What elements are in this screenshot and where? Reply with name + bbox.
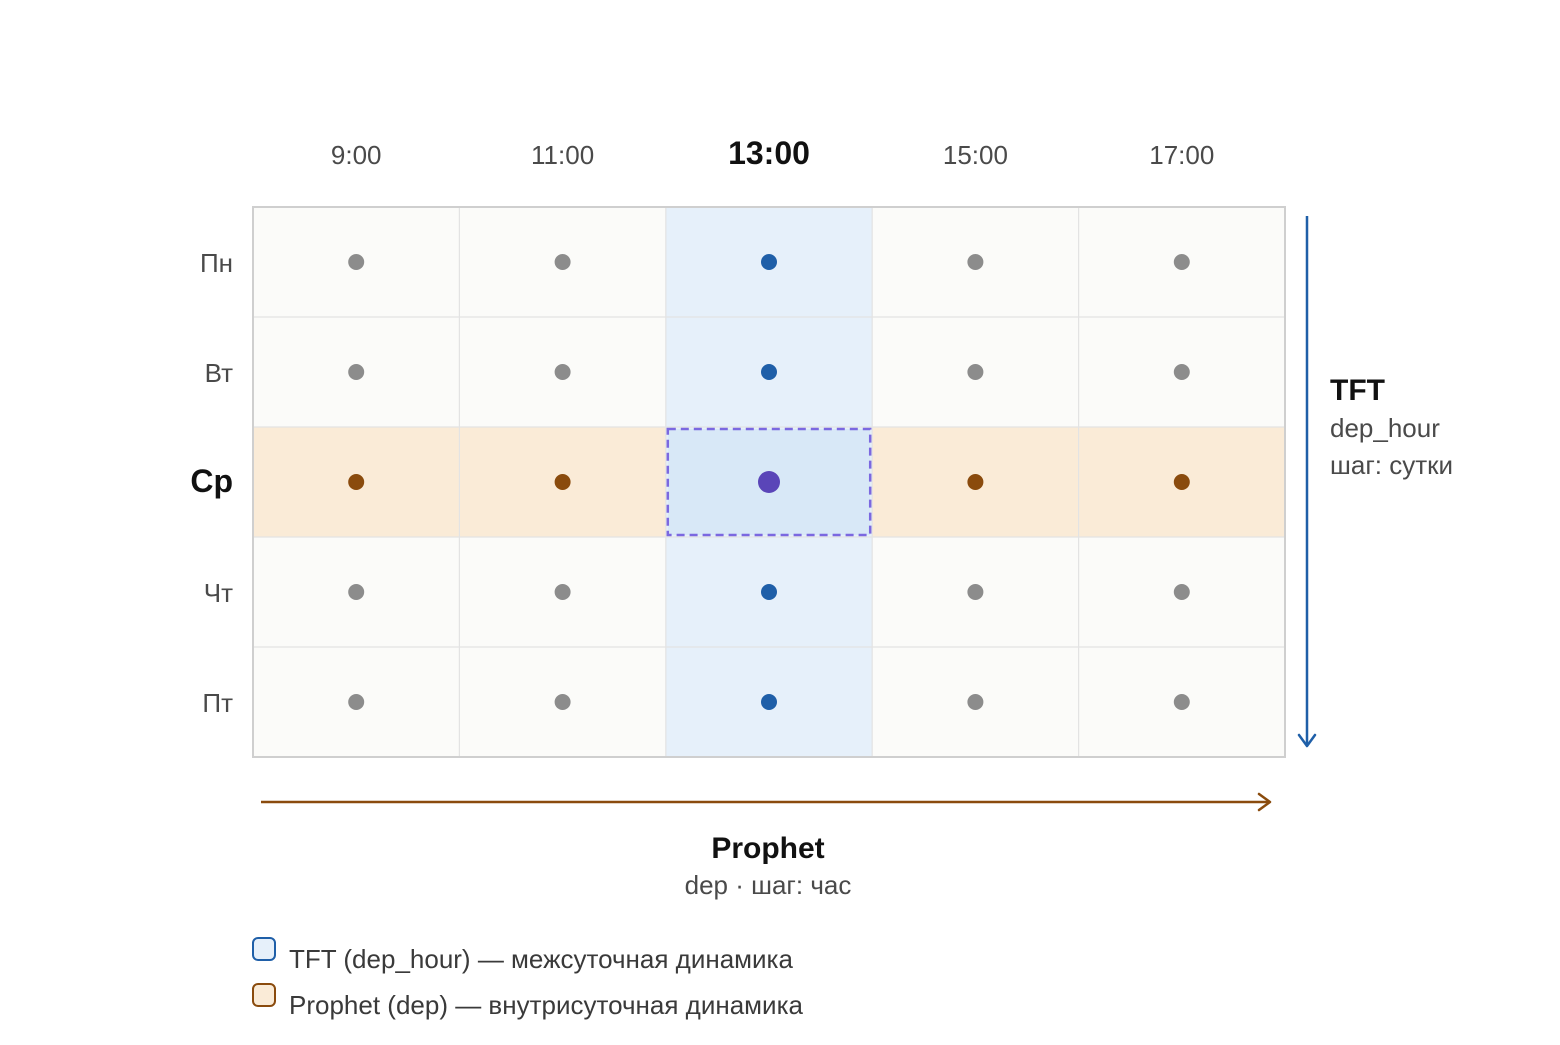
tft-arrow-head bbox=[1297, 733, 1317, 748]
grid-dot bbox=[1173, 694, 1190, 710]
grid-dot bbox=[348, 254, 365, 270]
row-label: Пн bbox=[200, 248, 233, 278]
prophet-title: Prophet bbox=[711, 832, 824, 865]
column-label: 17:00 bbox=[1149, 140, 1214, 170]
grid-dot bbox=[554, 364, 571, 380]
prophet-arrow-head bbox=[1257, 792, 1272, 812]
legend-label-tft: TFT (dep_hour) — межсуточная динамика bbox=[289, 944, 794, 974]
grid-dot bbox=[554, 254, 571, 270]
grid-dot bbox=[348, 364, 365, 380]
row-labels: Пн Вт Ср Чт Пт bbox=[190, 248, 233, 718]
grid-dot bbox=[348, 694, 365, 710]
grid-dot bbox=[1173, 474, 1190, 490]
grid-dot bbox=[967, 694, 984, 710]
grid-dot bbox=[554, 694, 571, 710]
grid-dot bbox=[967, 584, 984, 600]
column-label: 9:00 bbox=[331, 140, 382, 170]
legend-swatch-prophet bbox=[252, 983, 276, 1007]
row-label: Вт bbox=[205, 358, 233, 388]
grid-dot bbox=[758, 471, 780, 493]
grid-dot bbox=[1173, 254, 1190, 270]
grid-dots bbox=[348, 254, 1190, 710]
tft-var: dep_hour bbox=[1330, 413, 1440, 443]
grid-dot bbox=[1173, 584, 1190, 600]
row-label: Пт bbox=[202, 688, 233, 718]
grid-dot bbox=[967, 474, 984, 490]
grid-dot bbox=[348, 584, 365, 600]
row-label: Чт bbox=[204, 578, 233, 608]
grid-dot bbox=[761, 694, 777, 710]
grid-dot bbox=[554, 474, 571, 490]
grid-dot bbox=[761, 364, 777, 380]
column-label: 15:00 bbox=[943, 140, 1008, 170]
column-labels: 9:00 11:00 13:00 15:00 17:00 bbox=[331, 135, 1214, 171]
grid-lines bbox=[252, 206, 1286, 758]
row-label: Ср bbox=[190, 463, 233, 499]
grid-border bbox=[252, 206, 1286, 758]
grid-dot bbox=[761, 254, 777, 270]
legend-label-prophet: Prophet (dep) — внутрисуточная динамика bbox=[289, 990, 804, 1020]
grid-dot bbox=[967, 254, 984, 270]
column-label: 13:00 bbox=[728, 135, 810, 171]
tft-title: TFT bbox=[1330, 374, 1385, 407]
grid-dot bbox=[761, 584, 777, 600]
prophet-sub: dep · шаг: час bbox=[685, 870, 852, 900]
grid-dot bbox=[348, 474, 365, 490]
column-label: 11:00 bbox=[531, 140, 594, 170]
legend-swatch-tft bbox=[252, 937, 276, 961]
grid-dot bbox=[1173, 364, 1190, 380]
grid-dot bbox=[554, 584, 571, 600]
grid-dot bbox=[967, 364, 984, 380]
tft-step: шаг: сутки bbox=[1330, 450, 1453, 480]
